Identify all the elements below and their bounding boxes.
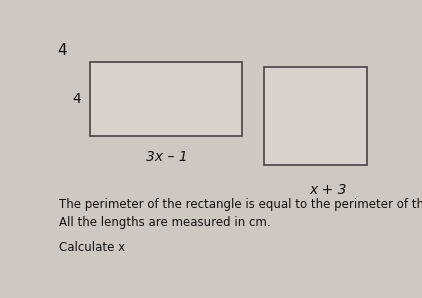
Text: 3x – 1: 3x – 1 xyxy=(146,150,187,164)
Text: x + 3: x + 3 xyxy=(310,183,347,197)
Bar xyxy=(90,62,243,136)
Text: All the lengths are measured in cm.: All the lengths are measured in cm. xyxy=(59,216,271,229)
Text: 4: 4 xyxy=(73,92,81,106)
Bar xyxy=(264,67,367,165)
Text: The perimeter of the rectangle is equal to the perimeter of the square.: The perimeter of the rectangle is equal … xyxy=(59,198,422,210)
Text: 4: 4 xyxy=(58,43,67,58)
Text: Calculate x: Calculate x xyxy=(59,241,125,254)
